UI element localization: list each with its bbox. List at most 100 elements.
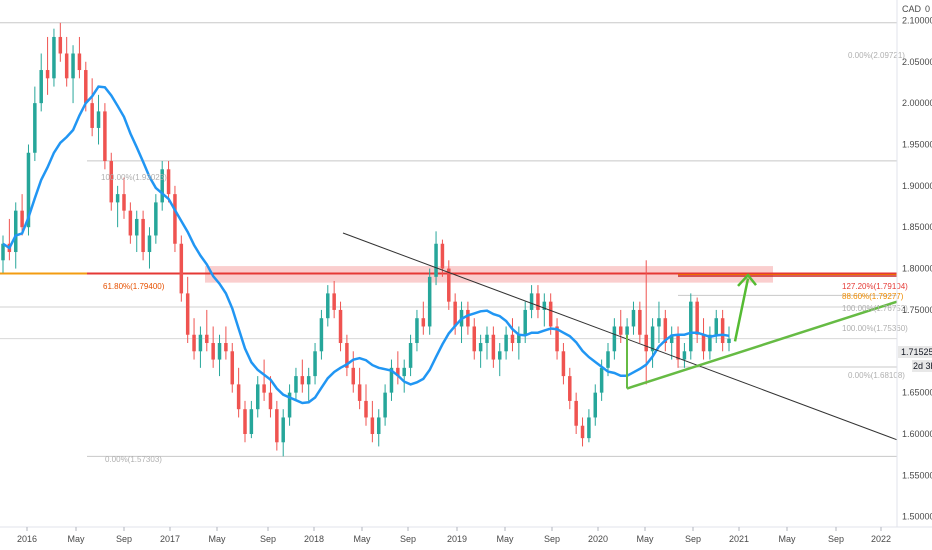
candle-body — [478, 343, 483, 352]
time-tick-label: Sep — [400, 534, 416, 544]
candle-body — [708, 334, 712, 352]
price-tick-label: 1.90000 — [902, 181, 932, 191]
candle-body — [364, 400, 368, 418]
price-tick-label: 1.80000 — [902, 264, 932, 274]
price-tick-label: 1.65000 — [902, 388, 932, 398]
candle-body — [447, 268, 451, 302]
time-tick-label: 2019 — [447, 534, 467, 544]
candle-body — [714, 318, 719, 335]
candle-body — [370, 417, 375, 435]
candle-body — [109, 161, 114, 203]
candle-body — [128, 210, 133, 236]
time-tick-label: 2018 — [304, 534, 324, 544]
time-tick-label: Sep — [685, 534, 701, 544]
candle-body — [542, 301, 547, 310]
candle-body — [529, 293, 534, 310]
candle-body — [689, 301, 693, 352]
trendlines — [342, 232, 898, 441]
time-tick-label: May — [353, 534, 371, 544]
candle-body — [236, 384, 241, 410]
candle-body — [147, 235, 152, 253]
time-tick-label: Sep — [544, 534, 560, 544]
candle-body — [255, 384, 260, 410]
candle-body — [606, 351, 610, 368]
candle-body — [141, 218, 145, 253]
candle-body — [166, 169, 171, 195]
candle-body — [243, 409, 247, 435]
candle-body — [408, 343, 413, 368]
time-axis[interactable]: 2016 May Sep 2017 May Sep 2018 May Sep 2019 May Sep… — [17, 527, 891, 544]
candle-body — [536, 293, 540, 310]
candle-body — [198, 334, 203, 352]
candle-body — [523, 309, 527, 335]
fib-label-top: 0.00%(2.09721) — [848, 51, 905, 60]
candle-body — [52, 36, 56, 79]
candle-body — [612, 326, 617, 352]
candle-body — [497, 351, 502, 360]
candle-body — [402, 367, 406, 377]
time-tick-label: 2020 — [588, 534, 608, 544]
candle-body — [71, 53, 75, 79]
candle-body — [39, 70, 43, 104]
candle-body — [211, 343, 215, 360]
candle-body — [160, 169, 164, 203]
candle-body — [351, 367, 356, 385]
candle-body — [345, 343, 349, 368]
candle-body — [389, 367, 394, 393]
price-tick-label: 2.00000 — [902, 98, 932, 108]
candle-body — [574, 400, 578, 426]
candle-body — [300, 376, 305, 385]
candle-body — [440, 243, 445, 269]
time-tick-label: Sep — [116, 534, 132, 544]
candle-body — [396, 367, 400, 377]
candle-body — [618, 326, 623, 335]
candle-body — [657, 318, 661, 327]
candle-body — [13, 210, 18, 253]
projection-arrow-shaft — [733, 278, 750, 342]
candle-body — [185, 293, 190, 335]
candle-body — [122, 194, 126, 211]
time-tick-label: May — [636, 534, 654, 544]
candle-body — [491, 334, 496, 360]
currency-value: 0 — [925, 4, 930, 14]
price-tick-label: 2.10000 — [902, 15, 932, 25]
price-axis[interactable]: 2.10000 2.05000 2.00000 1.95000 1.90000 1.850… — [902, 15, 932, 521]
descending-trendline — [342, 232, 898, 441]
candle-body — [376, 417, 381, 435]
fib-label-886: 88.60%(1.79277) — [842, 292, 904, 301]
candle-body — [230, 351, 235, 385]
candle-body — [64, 53, 69, 79]
candle-body — [338, 309, 343, 344]
candle-body — [96, 111, 101, 128]
price-tick-label: 1.95000 — [902, 139, 932, 149]
candle-body — [695, 301, 699, 335]
candle-body — [179, 243, 184, 294]
candle-body — [1, 243, 5, 261]
candle-body — [631, 309, 636, 327]
candle-body — [313, 351, 317, 377]
moving-average-line — [2, 85, 730, 405]
candle-body — [332, 293, 336, 310]
fib-label-right-100: 100.00%(1.76752) — [842, 304, 908, 313]
candle-body — [517, 334, 521, 344]
time-tick-label: Sep — [260, 534, 276, 544]
price-tick-label: 1.55000 — [902, 470, 932, 480]
last-price-badge — [898, 346, 932, 358]
price-tick-label: 1.85000 — [902, 222, 932, 232]
candle-body — [548, 301, 553, 327]
ascending-trendline — [626, 300, 898, 390]
candle-body — [326, 293, 330, 319]
countdown-badge — [912, 360, 932, 372]
candle-body — [20, 210, 24, 228]
candle-body — [26, 152, 31, 228]
candle-body — [472, 326, 477, 352]
candle-body — [77, 53, 82, 71]
time-tick-label: Sep — [828, 534, 844, 544]
time-tick-label: May — [67, 534, 85, 544]
fib-label-right-mid: 100.00%(1.75360) — [842, 324, 908, 333]
candle-body — [625, 326, 629, 335]
candle-body — [421, 318, 426, 327]
candle-body — [319, 318, 324, 352]
